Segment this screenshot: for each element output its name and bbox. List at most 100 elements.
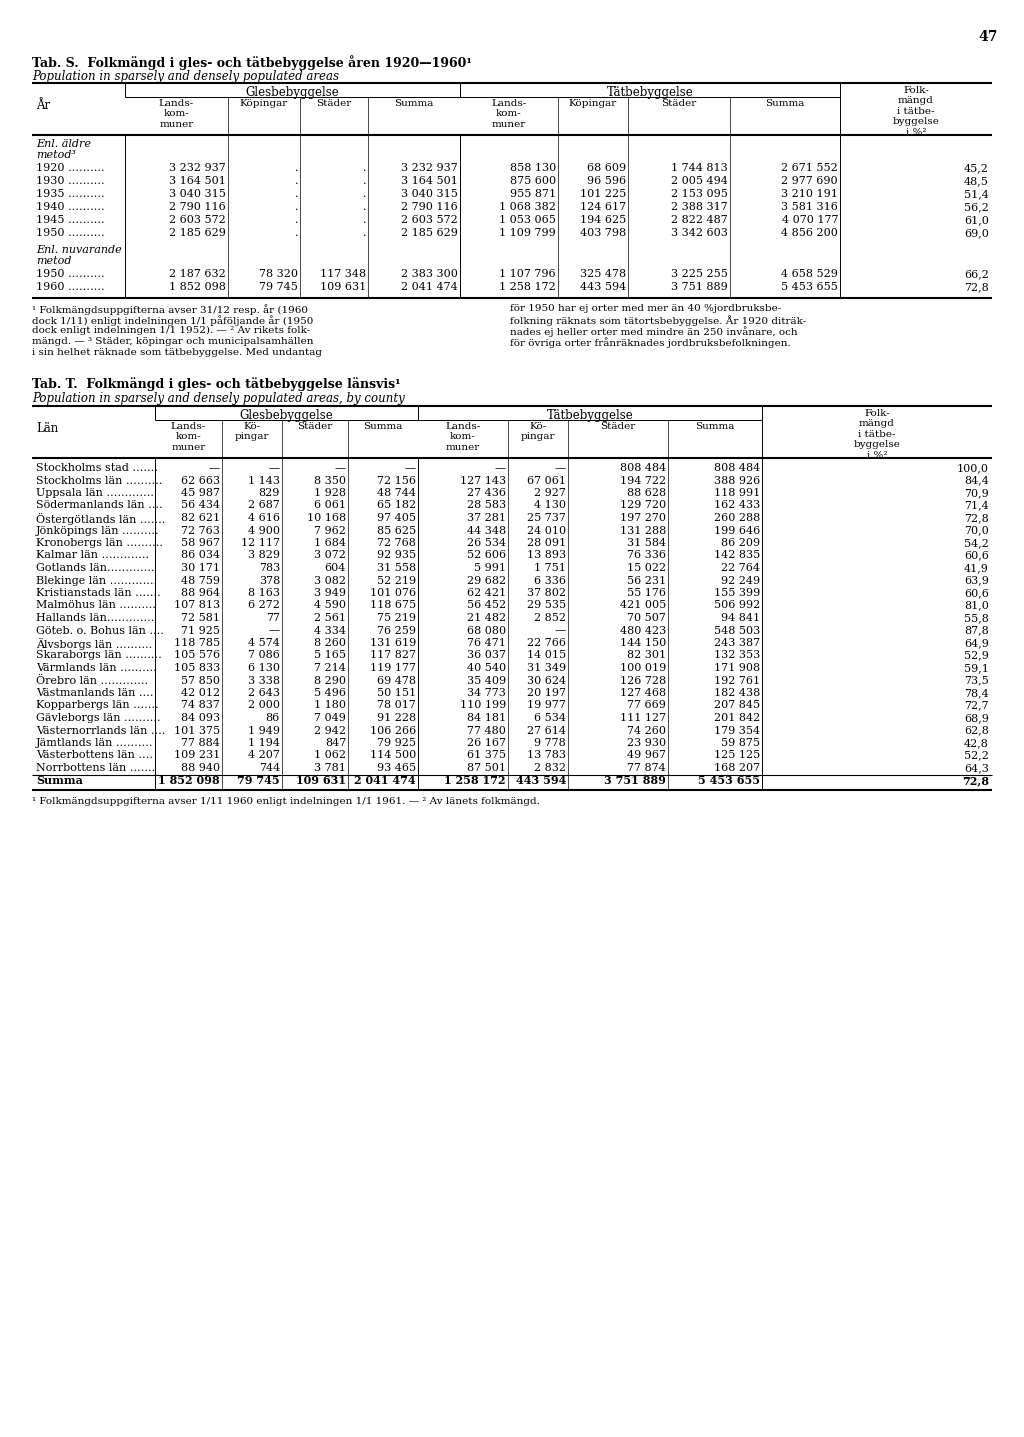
Text: 77 874: 77 874 [628,763,666,773]
Text: 9 778: 9 778 [535,739,566,749]
Text: 3 949: 3 949 [314,588,346,598]
Text: 109 631: 109 631 [296,776,346,786]
Text: 1 852 098: 1 852 098 [159,776,220,786]
Text: 6 061: 6 061 [314,500,346,510]
Text: 604: 604 [325,563,346,573]
Text: 171 908: 171 908 [714,662,760,673]
Text: 4 574: 4 574 [248,638,280,648]
Text: 1 180: 1 180 [314,700,346,710]
Text: 1 194: 1 194 [248,739,280,749]
Text: 72,8: 72,8 [965,513,989,523]
Text: 101 076: 101 076 [370,588,416,598]
Text: 162 433: 162 433 [714,500,760,510]
Text: 107 813: 107 813 [174,601,220,611]
Text: .: . [362,190,366,198]
Text: 52 219: 52 219 [377,575,416,585]
Text: 3 751 889: 3 751 889 [672,282,728,292]
Text: 62,8: 62,8 [965,726,989,736]
Text: År: År [36,99,50,112]
Text: 69 478: 69 478 [377,675,416,685]
Text: 1 258 172: 1 258 172 [444,776,506,786]
Text: Städer: Städer [600,422,636,431]
Text: 2 187 632: 2 187 632 [169,269,226,279]
Text: 443 594: 443 594 [580,282,626,292]
Text: 4 130: 4 130 [534,500,566,510]
Text: 2 643: 2 643 [248,688,280,698]
Text: Östergötlands län …….: Östergötlands län ……. [36,513,165,525]
Text: 2 671 552: 2 671 552 [781,162,838,172]
Text: Värmlands län ……….: Värmlands län ………. [36,662,157,673]
Text: .: . [362,228,366,239]
Text: 44 348: 44 348 [467,526,506,536]
Text: 29 682: 29 682 [467,575,506,585]
Text: 52,2: 52,2 [965,750,989,760]
Text: 3 040 315: 3 040 315 [169,190,226,198]
Text: Summa: Summa [36,776,83,786]
Text: Folk-
mängd
i tätbe-
byggelse
i %²: Folk- mängd i tätbe- byggelse i %² [893,86,939,137]
Text: —: — [209,463,220,473]
Text: 76 471: 76 471 [467,638,506,648]
Text: 2 185 629: 2 185 629 [169,228,226,239]
Text: 2 942: 2 942 [314,726,346,736]
Text: Städer: Städer [662,99,696,108]
Text: 48 744: 48 744 [377,489,416,499]
Text: Kö-
pingar: Kö- pingar [234,422,269,441]
Text: 2 005 494: 2 005 494 [671,175,728,185]
Text: 2 790 116: 2 790 116 [401,203,458,213]
Text: 199 646: 199 646 [714,526,760,536]
Text: —: — [335,463,346,473]
Text: 74 837: 74 837 [181,700,220,710]
Text: Enl. nuvarande: Enl. nuvarande [36,244,122,254]
Text: .: . [295,190,298,198]
Text: folkning räknats som tätortsbebyggelse. År 1920 diträk-: folkning räknats som tätortsbebyggelse. … [510,315,806,326]
Text: .: . [362,175,366,185]
Text: 1 109 799: 1 109 799 [500,228,556,239]
Text: 50 151: 50 151 [377,688,416,698]
Text: 179 354: 179 354 [714,726,760,736]
Text: 72,7: 72,7 [965,700,989,710]
Text: Kalmar län ………….: Kalmar län …………. [36,550,150,560]
Text: 131 619: 131 619 [370,638,416,648]
Text: 72 156: 72 156 [377,476,416,486]
Text: 6 534: 6 534 [534,713,566,723]
Text: 8 350: 8 350 [314,476,346,486]
Text: 1 062: 1 062 [314,750,346,760]
Text: 8 290: 8 290 [314,675,346,685]
Text: 4 616: 4 616 [248,513,280,523]
Text: 70,0: 70,0 [965,526,989,536]
Text: 92 935: 92 935 [377,550,416,560]
Text: 22 766: 22 766 [527,638,566,648]
Text: Kö-
pingar: Kö- pingar [521,422,555,441]
Text: 808 484: 808 484 [620,463,666,473]
Text: 87,8: 87,8 [965,625,989,635]
Text: mängd. — ³ Städer, köpingar och municipalsamhällen: mängd. — ³ Städer, köpingar och municipa… [32,338,313,346]
Text: 60,6: 60,6 [965,550,989,560]
Text: 2 603 572: 2 603 572 [169,216,226,226]
Text: 42 012: 42 012 [181,688,220,698]
Text: —: — [269,625,280,635]
Text: Jämtlands län ……….: Jämtlands län ………. [36,739,154,749]
Text: 30 171: 30 171 [181,563,220,573]
Text: 56 231: 56 231 [627,575,666,585]
Text: 106 266: 106 266 [370,726,416,736]
Text: 78 017: 78 017 [377,700,416,710]
Text: 72 763: 72 763 [181,526,220,536]
Text: ¹ Folkmängdsuppgifterna avser 31/12 resp. år (1960: ¹ Folkmängdsuppgifterna avser 31/12 resp… [32,305,308,315]
Text: 100 019: 100 019 [620,662,666,673]
Text: 2 687: 2 687 [248,500,280,510]
Text: 72,8: 72,8 [965,282,989,292]
Text: 4 658 529: 4 658 529 [781,269,838,279]
Text: Tab. T.  Folkmängd i gles- och tätbebyggelse länsvis¹: Tab. T. Folkmängd i gles- och tätbebygge… [32,376,400,391]
Text: 155 399: 155 399 [714,588,760,598]
Text: 13 893: 13 893 [527,550,566,560]
Text: 127 143: 127 143 [460,476,506,486]
Text: 56 434: 56 434 [181,500,220,510]
Text: 45 987: 45 987 [181,489,220,499]
Text: 3 342 603: 3 342 603 [671,228,728,239]
Text: 2 603 572: 2 603 572 [401,216,458,226]
Text: 40 540: 40 540 [467,662,506,673]
Text: 69,0: 69,0 [965,228,989,239]
Text: 207 845: 207 845 [714,700,760,710]
Text: Södermanlands län ….: Södermanlands län …. [36,500,163,510]
Text: Lands-
kom-
muner: Lands- kom- muner [159,99,195,129]
